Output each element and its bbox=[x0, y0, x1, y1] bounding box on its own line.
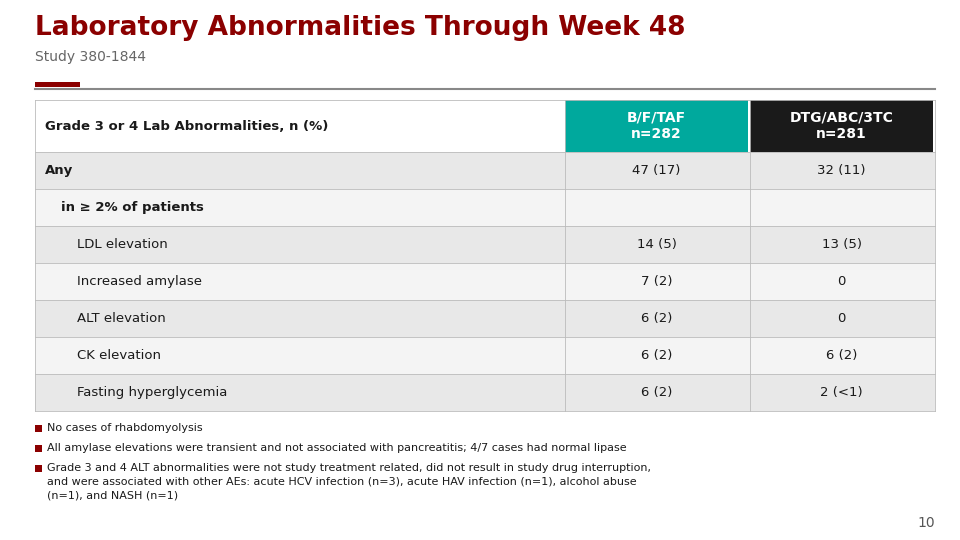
Text: Any: Any bbox=[45, 164, 73, 177]
Bar bbox=[35, 226, 935, 263]
Bar bbox=[35, 337, 935, 374]
Text: 0: 0 bbox=[837, 312, 846, 325]
Text: 2 (<1): 2 (<1) bbox=[820, 386, 863, 399]
Bar bbox=[35, 152, 935, 189]
Text: 6 (2): 6 (2) bbox=[641, 312, 672, 325]
Bar bbox=[565, 100, 748, 152]
Bar bbox=[35, 465, 42, 472]
Text: Grade 3 or 4 Lab Abnormalities, n (%): Grade 3 or 4 Lab Abnormalities, n (%) bbox=[45, 119, 328, 132]
Text: B/F/TAF
n=282: B/F/TAF n=282 bbox=[627, 111, 686, 141]
Text: and were associated with other AEs: acute HCV infection (n=3), acute HAV infecti: and were associated with other AEs: acut… bbox=[47, 477, 636, 487]
Text: DTG/ABC/3TC
n=281: DTG/ABC/3TC n=281 bbox=[789, 111, 894, 141]
Text: 6 (2): 6 (2) bbox=[826, 349, 857, 362]
Text: Increased amylase: Increased amylase bbox=[77, 275, 202, 288]
Bar bbox=[35, 263, 935, 300]
Text: 32 (11): 32 (11) bbox=[817, 164, 866, 177]
Bar bbox=[35, 374, 935, 411]
Text: Laboratory Abnormalities Through Week 48: Laboratory Abnormalities Through Week 48 bbox=[35, 15, 685, 41]
Text: Grade 3 and 4 ALT abnormalities were not study treatment related, did not result: Grade 3 and 4 ALT abnormalities were not… bbox=[47, 463, 651, 473]
Text: 6 (2): 6 (2) bbox=[641, 349, 672, 362]
Bar bbox=[35, 82, 80, 87]
Text: No cases of rhabdomyolysis: No cases of rhabdomyolysis bbox=[47, 423, 203, 433]
Text: Fasting hyperglycemia: Fasting hyperglycemia bbox=[77, 386, 228, 399]
Bar bbox=[750, 100, 933, 152]
Text: All amylase elevations were transient and not associated with pancreatitis; 4/7 : All amylase elevations were transient an… bbox=[47, 443, 627, 453]
Bar bbox=[35, 445, 42, 452]
Text: LDL elevation: LDL elevation bbox=[77, 238, 168, 251]
Text: ALT elevation: ALT elevation bbox=[77, 312, 166, 325]
Text: 47 (17): 47 (17) bbox=[633, 164, 681, 177]
Text: 10: 10 bbox=[918, 516, 935, 530]
Bar bbox=[35, 300, 935, 337]
Text: 13 (5): 13 (5) bbox=[822, 238, 861, 251]
Text: 6 (2): 6 (2) bbox=[641, 386, 672, 399]
Text: in ≥ 2% of patients: in ≥ 2% of patients bbox=[61, 201, 204, 214]
Bar bbox=[35, 189, 935, 226]
Text: 0: 0 bbox=[837, 275, 846, 288]
Text: Study 380-1844: Study 380-1844 bbox=[35, 50, 146, 64]
Bar bbox=[35, 425, 42, 432]
Text: 7 (2): 7 (2) bbox=[640, 275, 672, 288]
Text: CK elevation: CK elevation bbox=[77, 349, 161, 362]
Text: (n=1), and NASH (n=1): (n=1), and NASH (n=1) bbox=[47, 491, 179, 501]
Text: 14 (5): 14 (5) bbox=[636, 238, 677, 251]
Bar bbox=[35, 100, 565, 152]
